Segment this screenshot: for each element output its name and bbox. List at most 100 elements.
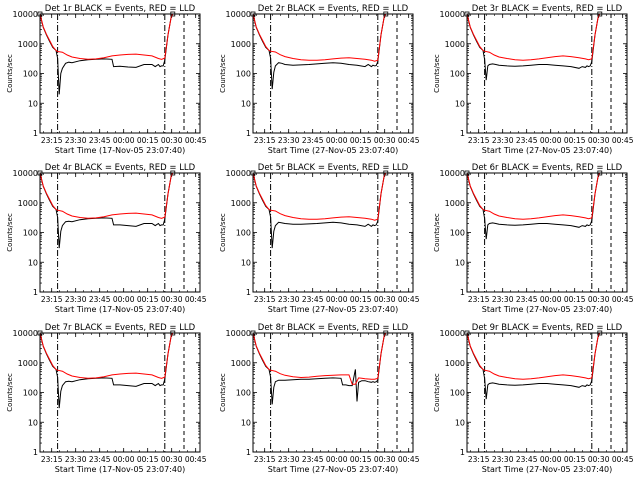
panel-det-8: Det 8r BLACK = Events, RED = LLD Counts/s… bbox=[219, 323, 420, 474]
y-tick-label: 1 bbox=[460, 288, 465, 297]
y-tick-label: 100 bbox=[236, 389, 251, 398]
x-axis-label: Start Time (27-Nov-05 23:07:40) bbox=[268, 465, 398, 474]
x-tick-label: 00:15 bbox=[350, 295, 372, 304]
x-axis-label: Start Time (27-Nov-05 23:07:40) bbox=[268, 305, 398, 314]
panel-title: Det 6r BLACK = Events, RED = LLD bbox=[472, 163, 623, 173]
y-tick-label: 1 bbox=[33, 288, 38, 297]
x-axis-label: Start Time (27-Nov-05 23:07:40) bbox=[482, 146, 612, 155]
series-events-line bbox=[39, 13, 174, 95]
series-lld-line bbox=[466, 13, 601, 61]
plot-frame bbox=[39, 172, 201, 293]
y-tick-label: 10 bbox=[28, 99, 38, 108]
y-tick-label: 10 bbox=[455, 258, 465, 267]
panel-det-9: Det 9r BLACK = Events, RED = LLD Counts/s… bbox=[433, 323, 634, 474]
x-tick-label: 00:15 bbox=[137, 455, 159, 464]
x-tick-label: 23:30 bbox=[65, 295, 87, 304]
x-tick-label: 00:45 bbox=[612, 295, 634, 304]
x-tick-label: 23:15 bbox=[41, 136, 63, 145]
x-tick-label: 23:45 bbox=[516, 295, 538, 304]
x-tick-label: 23:15 bbox=[41, 455, 63, 464]
x-tick-label: 00:30 bbox=[374, 455, 396, 464]
x-tick-label: 23:15 bbox=[254, 136, 276, 145]
y-tick-label: 100 bbox=[450, 229, 465, 238]
y-tick-label: 1000 bbox=[18, 359, 38, 368]
y-tick-label: 100 bbox=[450, 389, 465, 398]
series-lld-line bbox=[39, 172, 174, 219]
series-lld-line bbox=[466, 332, 601, 380]
y-axis-label: Counts/sec bbox=[6, 213, 14, 252]
y-tick-label: 10000 bbox=[13, 10, 38, 19]
y-tick-label: 1000 bbox=[231, 359, 251, 368]
y-tick-label: 10000 bbox=[226, 169, 251, 178]
x-tick-label: 23:30 bbox=[278, 455, 300, 464]
panel-title: Det 3r BLACK = Events, RED = LLD bbox=[472, 4, 623, 14]
x-tick-label: 00:45 bbox=[398, 455, 420, 464]
x-tick-label: 23:15 bbox=[468, 295, 490, 304]
y-axis-label: Counts/sec bbox=[433, 54, 441, 93]
x-tick-label: 23:45 bbox=[516, 136, 538, 145]
y-tick-label: 1000 bbox=[18, 199, 38, 208]
series-events-line bbox=[39, 172, 174, 249]
y-tick-label: 1000 bbox=[445, 199, 465, 208]
x-tick-label: 23:15 bbox=[254, 455, 276, 464]
x-tick-label: 00:00 bbox=[540, 455, 562, 464]
y-tick-label: 1000 bbox=[18, 40, 38, 49]
x-tick-label: 23:45 bbox=[302, 295, 324, 304]
x-tick-label: 00:30 bbox=[161, 295, 183, 304]
series-events-line bbox=[39, 332, 174, 409]
x-tick-label: 23:30 bbox=[278, 136, 300, 145]
x-axis-label: Start Time (17-Nov-05 23:07:40) bbox=[55, 146, 185, 155]
plot-frame bbox=[252, 332, 414, 453]
x-axis-label: Start Time (27-Nov-05 23:07:40) bbox=[482, 305, 612, 314]
series-lld-line bbox=[466, 172, 601, 220]
panel-title: Det 7r BLACK = Events, RED = LLD bbox=[45, 323, 196, 333]
panel-title: Det 5r BLACK = Events, RED = LLD bbox=[258, 163, 409, 173]
plot-frame bbox=[252, 13, 414, 134]
x-tick-label: 23:15 bbox=[41, 295, 63, 304]
x-tick-label: 23:45 bbox=[89, 295, 111, 304]
y-axis-label: Counts/sec bbox=[433, 213, 441, 252]
x-tick-label: 00:15 bbox=[564, 455, 586, 464]
y-tick-label: 10000 bbox=[226, 329, 251, 338]
y-tick-label: 1000 bbox=[445, 359, 465, 368]
x-tick-label: 23:30 bbox=[65, 455, 87, 464]
y-axis-label: Counts/sec bbox=[219, 373, 227, 412]
panel-det-5: Det 5r BLACK = Events, RED = LLD Counts/s… bbox=[219, 163, 420, 314]
panel-det-1: Det 1r BLACK = Events, RED = LLD Counts/s… bbox=[6, 4, 207, 155]
y-tick-label: 1000 bbox=[445, 40, 465, 49]
x-tick-label: 00:30 bbox=[374, 295, 396, 304]
x-tick-label: 00:15 bbox=[350, 136, 372, 145]
y-tick-label: 10 bbox=[241, 99, 251, 108]
y-tick-label: 100 bbox=[236, 229, 251, 238]
y-tick-label: 10 bbox=[455, 418, 465, 427]
plot-frame bbox=[466, 13, 628, 134]
y-tick-label: 1 bbox=[246, 129, 251, 138]
x-tick-label: 23:45 bbox=[89, 136, 111, 145]
y-tick-label: 10 bbox=[28, 418, 38, 427]
y-tick-label: 10000 bbox=[440, 169, 465, 178]
y-tick-label: 1 bbox=[246, 288, 251, 297]
y-tick-label: 10000 bbox=[13, 329, 38, 338]
x-tick-label: 00:45 bbox=[612, 455, 634, 464]
x-tick-label: 00:15 bbox=[564, 295, 586, 304]
x-tick-label: 23:45 bbox=[302, 136, 324, 145]
x-tick-label: 00:30 bbox=[588, 295, 610, 304]
panel-title: Det 4r BLACK = Events, RED = LLD bbox=[45, 163, 196, 173]
x-tick-label: 00:00 bbox=[540, 136, 562, 145]
y-tick-label: 1 bbox=[460, 448, 465, 457]
y-tick-label: 100 bbox=[236, 70, 251, 79]
x-tick-label: 00:00 bbox=[326, 136, 348, 145]
y-tick-label: 1 bbox=[246, 448, 251, 457]
y-axis-label: Counts/sec bbox=[6, 373, 14, 412]
x-tick-label: 23:30 bbox=[492, 136, 514, 145]
x-axis-label: Start Time (27-Nov-05 23:07:40) bbox=[268, 146, 398, 155]
x-tick-label: 23:30 bbox=[492, 455, 514, 464]
series-lld-line bbox=[252, 13, 387, 62]
y-tick-label: 100 bbox=[23, 70, 38, 79]
y-tick-label: 1 bbox=[460, 129, 465, 138]
x-axis-label: Start Time (17-Nov-05 23:07:40) bbox=[55, 305, 185, 314]
x-tick-label: 00:30 bbox=[161, 455, 183, 464]
x-tick-label: 00:00 bbox=[326, 295, 348, 304]
y-tick-label: 100 bbox=[23, 389, 38, 398]
